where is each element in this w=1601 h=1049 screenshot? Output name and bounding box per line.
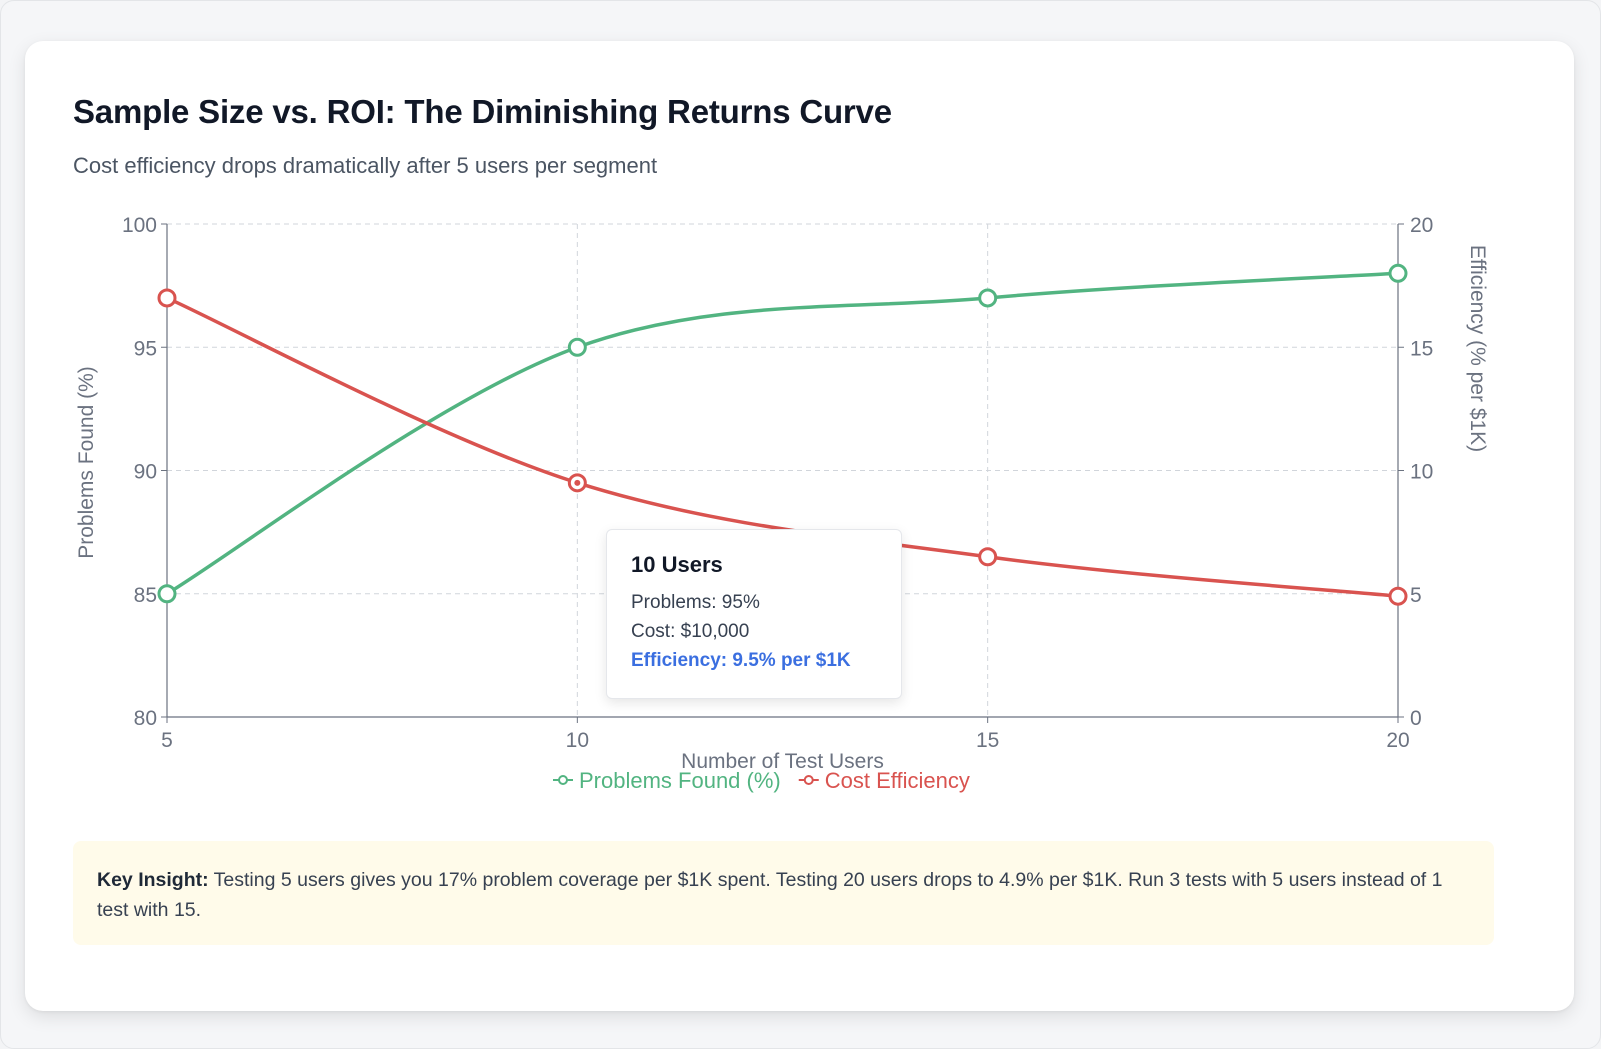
chart-tooltip: 10 Users Problems: 95% Cost: $10,000 Eff… xyxy=(606,529,902,699)
y-left-tick-label: 80 xyxy=(134,707,157,730)
tooltip-efficiency: Efficiency: 9.5% per $1K xyxy=(631,650,851,671)
cost-efficiency-point xyxy=(157,288,177,308)
problems-found-point xyxy=(567,337,587,357)
y-left-tick-label: 95 xyxy=(134,337,157,360)
y-left-tick-label: 85 xyxy=(134,584,157,607)
legend-cost-efficiency-swatch-dot xyxy=(803,775,814,785)
problems-found-point xyxy=(1388,263,1408,283)
x-tick-label: 10 xyxy=(566,729,589,752)
y-left-tick-label: 90 xyxy=(134,461,157,484)
tooltip-problems: Problems: 95% xyxy=(631,592,760,613)
chart-card: Sample Size vs. ROI: The Diminishing Ret… xyxy=(25,41,1574,1011)
problems-found-point xyxy=(978,288,998,308)
cost-efficiency-line xyxy=(166,296,1399,598)
y-right-tick-label: 5 xyxy=(1410,584,1422,607)
insight-text: Testing 5 users gives you 17% problem co… xyxy=(97,869,1443,921)
cost-efficiency-hover-dot xyxy=(574,479,581,486)
insight-label: Key Insight: xyxy=(97,869,209,891)
cost-efficiency-point xyxy=(1388,586,1408,606)
y-right-axis-title: Efficiency (% per $1K) xyxy=(1466,245,1489,452)
legend-problems-found-swatch-dot xyxy=(558,775,568,785)
y-right-tick-label: 20 xyxy=(1410,214,1433,237)
cost-efficiency-point xyxy=(978,547,998,567)
y-right-tick-label: 15 xyxy=(1410,337,1433,360)
problems-found-point xyxy=(157,584,177,604)
page-subtitle: Cost efficiency drops dramatically after… xyxy=(73,153,658,178)
problems-found-line xyxy=(166,271,1399,596)
x-tick-label: 5 xyxy=(161,729,173,752)
tooltip-cost: Cost: $10,000 xyxy=(631,621,750,642)
x-axis-title: Number of Test Users xyxy=(681,750,884,773)
legend-cost-efficiency-label: Cost Efficiency xyxy=(825,768,970,793)
y-left-tick-label: 100 xyxy=(122,214,157,237)
x-tick-label: 20 xyxy=(1386,729,1409,752)
series-layer xyxy=(157,263,1408,606)
y-right-tick-label: 0 xyxy=(1410,707,1422,730)
tooltip-title: 10 Users xyxy=(631,552,723,577)
x-tick-label: 15 xyxy=(976,729,999,752)
key-insight-box: Key Insight: Testing 5 users gives you 1… xyxy=(73,841,1494,945)
y-right-tick-label: 10 xyxy=(1410,461,1433,484)
page-title: Sample Size vs. ROI: The Diminishing Ret… xyxy=(73,93,892,130)
legend-problems-found-label: Problems Found (%) xyxy=(579,768,781,793)
label-layer: 80 85 90 95 100 0 5 10 15 20 5 10 15 20 Problems Found… xyxy=(75,214,1489,793)
y-left-axis-title: Problems Found (%) xyxy=(75,366,98,559)
line-chart: 80 85 90 95 100 0 5 10 15 20 5 10 15 20 Problems Found… xyxy=(75,214,1489,793)
